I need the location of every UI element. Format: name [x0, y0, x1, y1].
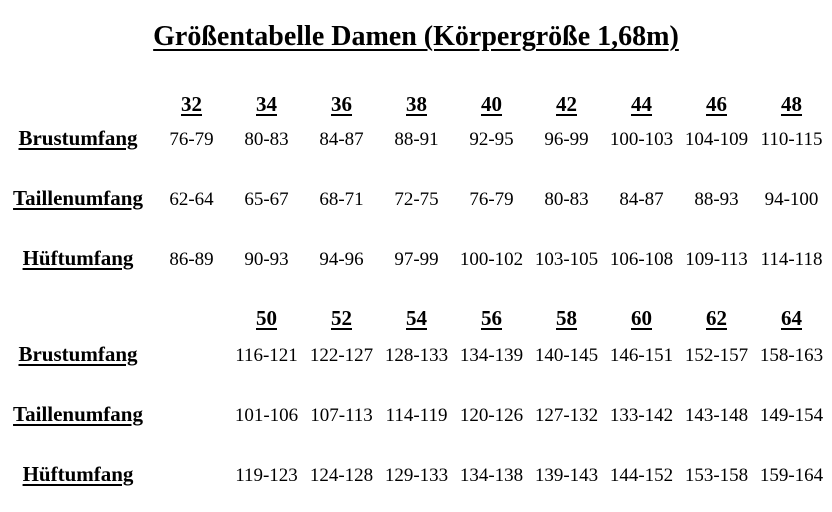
measurement-value: 124-128: [309, 465, 374, 486]
measurement-value: 114-119: [385, 405, 448, 426]
size-header: 44: [631, 92, 652, 116]
measurement-value: 119-123: [235, 465, 298, 486]
measurement-value: 106-108: [609, 249, 674, 270]
measurement-value: 76-79: [169, 129, 214, 150]
measurement-value: 72-75: [394, 189, 439, 210]
measurement-value: 127-132: [534, 405, 599, 426]
size-table-lower: 50 52 54 56 58 60 62 64 Brustumfang 116-…: [0, 306, 832, 486]
measurement-value: 88-93: [694, 189, 739, 210]
row-label-bust: Brustumfang: [18, 342, 138, 366]
measurement-value: 122-127: [309, 345, 374, 366]
size-header: 50: [256, 306, 277, 330]
row-label-waist: Taillenumfang: [13, 186, 143, 210]
measurement-value: 129-133: [384, 465, 449, 486]
measurement-value: 68-71: [319, 189, 364, 210]
size-header: 42: [556, 92, 577, 116]
size-header: 36: [331, 92, 352, 116]
measurement-value: 107-113: [310, 405, 373, 426]
measurement-value: 90-93: [244, 249, 289, 270]
measurement-value: 80-83: [544, 189, 589, 210]
size-table-upper: 32 34 36 38 40 42 44 46 48 Brustumfang 7…: [0, 92, 832, 270]
measurement-value: 143-148: [684, 405, 749, 426]
row-label-hip: Hüftumfang: [22, 246, 134, 270]
measurement-value: 84-87: [619, 189, 664, 210]
measurement-value: 134-139: [459, 345, 524, 366]
measurement-value: 96-99: [544, 129, 589, 150]
measurement-value: 86-89: [169, 249, 214, 270]
measurement-value: 94-100: [764, 189, 819, 210]
measurement-value: 139-143: [534, 465, 599, 486]
measurement-value: 159-164: [759, 465, 824, 486]
measurement-value: 80-83: [244, 129, 289, 150]
size-header: 40: [481, 92, 502, 116]
measurement-value: 101-106: [234, 405, 299, 426]
measurement-value: 62-64: [169, 189, 214, 210]
measurement-value: 144-152: [609, 465, 674, 486]
measurement-value: 109-113: [685, 249, 748, 270]
table-row-bust-upper: Brustumfang 76-79 80-83 84-87 88-91 92-9…: [2, 126, 832, 150]
measurement-value: 88-91: [394, 129, 439, 150]
measurement-value: 97-99: [394, 249, 439, 270]
size-header: 34: [256, 92, 277, 116]
size-header: 48: [781, 92, 802, 116]
measurement-value: 76-79: [469, 189, 514, 210]
table-row-waist-upper: Taillenumfang 62-64 65-67 68-71 72-75 76…: [2, 186, 832, 210]
table-row-waist-lower: Taillenumfang 101-106 107-113 114-119 12…: [2, 402, 832, 426]
measurement-value: 92-95: [469, 129, 514, 150]
measurement-value: 134-138: [459, 465, 524, 486]
page-title: Größentabelle Damen (Körpergröße 1,68m): [153, 21, 679, 52]
measurement-value: 158-163: [759, 345, 824, 366]
measurement-value: 114-118: [760, 249, 823, 270]
size-header: 38: [406, 92, 427, 116]
size-header-row-upper: 32 34 36 38 40 42 44 46 48: [2, 92, 832, 116]
measurement-value: 100-103: [609, 129, 674, 150]
measurement-value: 100-102: [459, 249, 524, 270]
measurement-value: 153-158: [684, 465, 749, 486]
measurement-value: 140-145: [534, 345, 599, 366]
measurement-value: 120-126: [459, 405, 524, 426]
measurement-value: 116-121: [235, 345, 298, 366]
measurement-value: 104-109: [684, 129, 749, 150]
size-header: 60: [631, 306, 652, 330]
size-header: 58: [556, 306, 577, 330]
measurement-value: 110-115: [760, 129, 823, 150]
measurement-value: 94-96: [319, 249, 364, 270]
size-header: 56: [481, 306, 502, 330]
row-label-bust: Brustumfang: [18, 126, 138, 150]
table-row-hip-upper: Hüftumfang 86-89 90-93 94-96 97-99 100-1…: [2, 246, 832, 270]
row-label-hip: Hüftumfang: [22, 462, 134, 486]
measurement-value: 103-105: [534, 249, 599, 270]
size-header: 52: [331, 306, 352, 330]
size-header: 62: [706, 306, 727, 330]
measurement-value: 65-67: [244, 189, 289, 210]
measurement-value: 152-157: [684, 345, 749, 366]
measurement-value: 146-151: [609, 345, 674, 366]
measurement-value: 84-87: [319, 129, 364, 150]
measurement-value: 128-133: [384, 345, 449, 366]
measurement-value: 149-154: [759, 405, 824, 426]
table-row-hip-lower: Hüftumfang 119-123 124-128 129-133 134-1…: [2, 462, 832, 486]
size-header: 46: [706, 92, 727, 116]
measurement-value: 133-142: [609, 405, 674, 426]
size-header-row-lower: 50 52 54 56 58 60 62 64: [2, 306, 832, 330]
size-header: 64: [781, 306, 802, 330]
size-header: 32: [181, 92, 202, 116]
table-row-bust-lower: Brustumfang 116-121 122-127 128-133 134-…: [2, 342, 832, 366]
row-label-waist: Taillenumfang: [13, 402, 143, 426]
size-header: 54: [406, 306, 427, 330]
